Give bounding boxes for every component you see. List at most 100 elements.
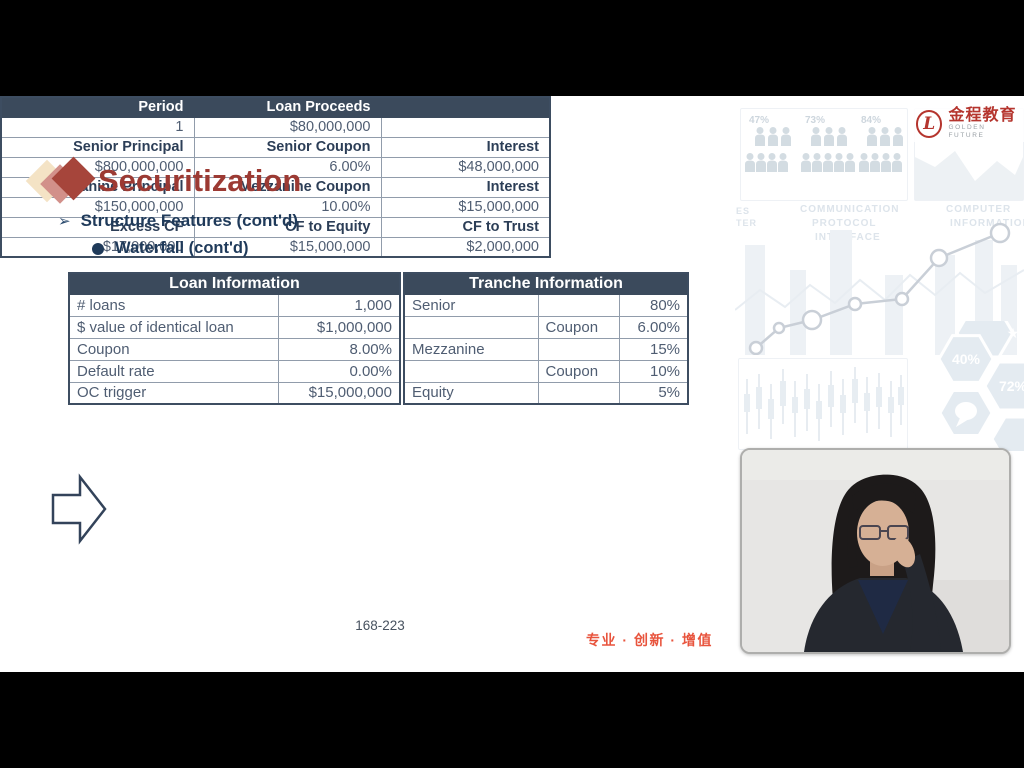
table-cell [537,381,620,405]
table-cell: Coupon [537,315,620,339]
table-cell: 8.00% [277,337,401,361]
presentation-slide: 47% 73% 84% [0,96,1024,672]
table-row: Coupon 6.00% [403,315,689,339]
table-cell: Interest [380,176,551,198]
logo-brand-en: GOLDEN FUTURE [948,124,986,139]
table-row: $150,000,000 10.00% $15,000,000 [0,196,551,218]
table-cell [403,315,539,339]
table-cell: Senior Principal [0,136,195,158]
bullet-label: Structure Features (cont'd) [80,211,299,230]
table-cell: Coupon [68,337,279,361]
table-cell: Senior [403,293,539,317]
page-title: Securitization [98,163,302,198]
table-row: Mezzanine 15% [403,337,689,361]
decor-word: INFORMATION [950,218,1024,229]
bullet-label: Waterfall (cont'd) [115,239,249,257]
bullet-structure-features: ➢ Structure Features (cont'd) [58,211,298,231]
table-cell: CF to Trust [380,216,551,238]
table-cell: Equity [403,381,539,405]
diamond-bullet-icon [25,156,96,204]
table-cell: $15,000,000 [380,196,551,218]
hexagon-stats-icon: 40% 72% ★ [937,321,1024,451]
table-row: $800,000,000 6.00% $48,000,000 [0,156,551,178]
table-cell: $80,000,000 [193,116,382,138]
table-cell: $48,000,000 [380,156,551,178]
presenter-webcam [740,448,1011,654]
table-cell: OC trigger [68,381,279,405]
table-row: $ value of identical loan $1,000,000 [68,315,401,339]
column-header-blank [380,96,551,118]
table-cell: 6.00% [618,315,689,339]
logo-seal-icon: L [916,110,943,138]
tranche-information-table: Tranche Information Senior 80% Coupon 6.00%… [403,272,690,405]
column-header-loan-proceeds: Loan Proceeds [193,96,382,118]
svg-text:40%: 40% [952,351,981,367]
block-arrow-icon [51,473,107,545]
brand-logo: L 金程教育 GOLDEN FUTURE [912,106,1024,142]
table-cell: 1,000 [277,293,401,317]
table-cell: Coupon [537,359,620,383]
decor-word: INTERFACE [815,232,881,243]
table-cell: 1 [0,116,195,138]
svg-text:72%: 72% [999,378,1024,394]
table-cell: Excess CF [0,216,195,238]
candlestick-chart-icon [744,367,904,441]
dot-bullet-icon [92,242,104,255]
table-cell: 80% [618,293,689,317]
svg-text:84%: 84% [861,115,881,126]
table-cell: Default rate [68,359,279,383]
table-row: Equity 5% [403,381,689,405]
slide-header: Securitization [25,156,302,204]
table-cell: 10% [618,359,689,383]
table-row: 1 $80,000,000 [0,116,551,138]
table-cell: Interest [380,136,551,158]
column-header-period: Period [0,96,195,118]
decor-word: PROTOCOL [812,218,877,229]
bullet-waterfall: Waterfall (cont'd) [92,239,248,258]
candlestick-panel [738,358,908,450]
table-cell [403,359,539,383]
table-cell: 15% [618,337,689,361]
people-pictogram-icon: 47% 73% 84% [745,115,903,172]
table-row: # loans 1,000 [68,293,401,317]
table-row: $17,000,000 $15,000,000 $2,000,000 [0,236,551,258]
table-cell: $1,000,000 [277,315,401,339]
line-chart-icon [735,222,1024,355]
table-row: OC trigger $15,000,000 [68,381,401,405]
presenter-silhouette [742,450,1009,652]
table-cell: 0.00% [277,359,401,383]
table-cell: $150,000,000 [0,196,195,218]
table-cell: $2,000,000 [380,236,551,258]
svg-text:47%: 47% [749,115,769,126]
decor-word: COMMUNICATION [800,204,900,215]
page-number: 168-223 [355,618,405,633]
table-cell: 5% [618,381,689,405]
table-cell: $ value of identical loan [68,315,279,339]
table-row: Senior Principal Senior Coupon Interest [0,136,551,158]
table-cell: 10.00% [193,196,382,218]
table-cell: Mezzanine [403,337,539,361]
table-row: Default rate 0.00% [68,359,401,383]
waterfall-table: Period Loan Proceeds 1 $80,000,000 Senior … [0,96,551,258]
decor-word: TER [736,218,757,228]
table-cell: $15,000,000 [277,381,401,405]
people-stats-panel: 47% 73% 84% [740,108,908,201]
table-cell: Senior Coupon [193,136,382,158]
slogan-text: 专业 · 创新 · 增值 [586,632,713,648]
table-cell: $15,000,000 [193,236,382,258]
decor-word: COMPUTER [946,204,1012,215]
table-cell [537,293,620,317]
table-row: Coupon 8.00% [68,337,401,361]
svg-text:73%: 73% [805,115,825,126]
logo-brand-cn: 金程教育 [948,107,1017,124]
table-cell [380,116,551,138]
loan-information-table: Loan Information # loans 1,000 $ value of … [68,272,401,405]
table-cell [537,337,620,361]
svg-text:★: ★ [1007,325,1020,341]
table-row: Senior 80% [403,293,689,317]
decor-word: ES [736,206,751,216]
table-title: Loan Information [68,272,401,295]
table-row: Coupon 10% [403,359,689,383]
table-cell: # loans [68,293,279,317]
